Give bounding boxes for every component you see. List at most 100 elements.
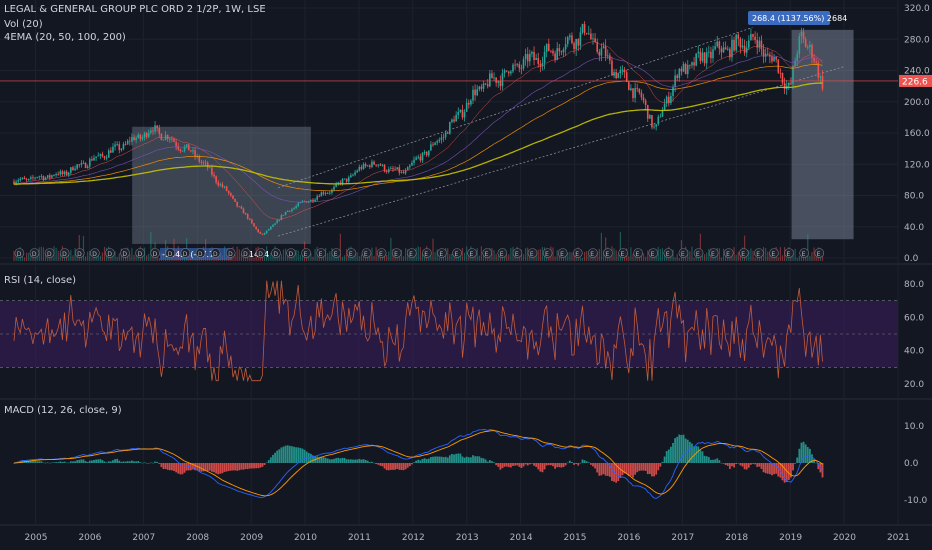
svg-text:E: E [454,251,458,258]
macd-histogram-bar [341,457,344,463]
svg-text:D: D [258,251,263,258]
macd-histogram-bar [505,463,508,467]
candle-body [70,167,72,173]
volume-bar [482,253,485,261]
macd-histogram-bar [82,459,85,463]
volume-bar [42,247,45,261]
macd-histogram-bar [404,463,407,470]
volume-bar [518,256,520,261]
candle-body [693,62,695,66]
ema-legend[interactable]: 4EMA (20, 50, 100, 200) [4,32,126,43]
macd-histogram-bar [389,463,392,470]
candle-body [377,164,380,166]
macd-histogram-bar [408,463,411,467]
event-marker-icon: E [693,248,704,258]
symbol-title[interactable]: LEGAL & GENERAL GROUP PLC ORD 2 1/2P, 1W… [4,4,266,15]
rsi-legend[interactable]: RSI (14, close) [4,275,77,286]
candle-body [505,70,508,72]
macd-histogram-bar [503,463,506,467]
macd-histogram-bar [495,463,498,466]
macd-histogram-bar [59,461,62,463]
candle-body [42,176,45,180]
candle-body [93,157,95,161]
volume-bar [556,250,558,261]
candle-body [609,55,611,61]
rsi-axis-tick: 80.0 [904,280,924,290]
candle-body [514,64,516,66]
candle-body [758,40,761,48]
volume-bar [615,250,617,261]
volume-bar [335,255,337,261]
candle-body [417,156,420,158]
macd-histogram-bar [701,451,704,463]
event-marker-icon: D [59,248,70,258]
macd-histogram-bar [440,456,443,463]
candle-body [213,174,215,177]
macd-histogram-bar [558,463,561,468]
volume-bar [510,247,512,261]
macd-histogram-bar [194,463,196,471]
candle-body [811,44,813,59]
event-marker-icon: E [452,248,462,258]
time-axis-tick: 2016 [617,533,640,543]
candle-body [750,34,752,41]
macd-histogram-bar [798,448,801,463]
macd-histogram-bar [568,460,571,463]
volume-bar [133,254,135,261]
candle-body [617,73,620,79]
ema-50-line [13,55,823,203]
macd-histogram-bar [166,463,169,470]
volume-bar [101,252,104,261]
macd-histogram-bar [211,463,213,472]
macd-histogram-bar [438,456,441,463]
candle-body [665,96,668,104]
macd-histogram-bar [640,463,643,471]
candle-body [234,198,236,202]
svg-text:E: E [605,251,609,258]
volume-legend[interactable]: Vol (20) [4,19,43,30]
candle-body [324,193,327,195]
volume-bar [40,246,42,261]
volume-bar [28,252,30,261]
candle-body [722,47,725,53]
candle-body [244,213,247,215]
volume-bar [80,256,82,261]
macd-legend[interactable]: MACD (12, 26, close, 9) [4,405,122,416]
macd-histogram-bar [594,463,597,469]
candle-body [771,56,773,62]
candle-body [691,62,693,66]
candle-body [516,64,519,66]
candle-body [409,165,411,168]
candle-body [634,88,636,99]
macd-histogram-bar [429,457,432,463]
macd-histogram-bar [375,463,378,465]
macd-histogram-bar [663,456,666,463]
time-axis-tick: 2018 [725,533,748,543]
volume-bar [343,255,346,261]
macd-histogram-bar [32,460,34,463]
candle-body [676,75,679,78]
macd-histogram-bar [215,463,218,474]
macd-histogram-bar [465,456,468,463]
candle-body [444,132,447,138]
macd-histogram-bar [463,457,466,463]
candle-body [815,61,817,63]
macd-histogram-bar [777,463,780,477]
volume-bar [691,246,693,261]
macd-histogram-bar [615,463,618,483]
macd-histogram-bar [785,463,788,483]
volume-bar [630,247,632,261]
macd-histogram-bar [112,460,114,463]
macd-histogram-bar [478,456,481,463]
svg-text:E: E [545,251,549,258]
event-marker-icon: E [739,248,749,258]
event-marker-icon: D [195,248,206,258]
event-marker-icon: D [44,248,55,258]
svg-text:E: E [349,251,353,258]
macd-histogram-bar [318,456,321,463]
candle-body [13,181,15,185]
candle-body [743,45,746,53]
svg-text:E: E [711,251,715,258]
volume-bar [291,257,293,261]
